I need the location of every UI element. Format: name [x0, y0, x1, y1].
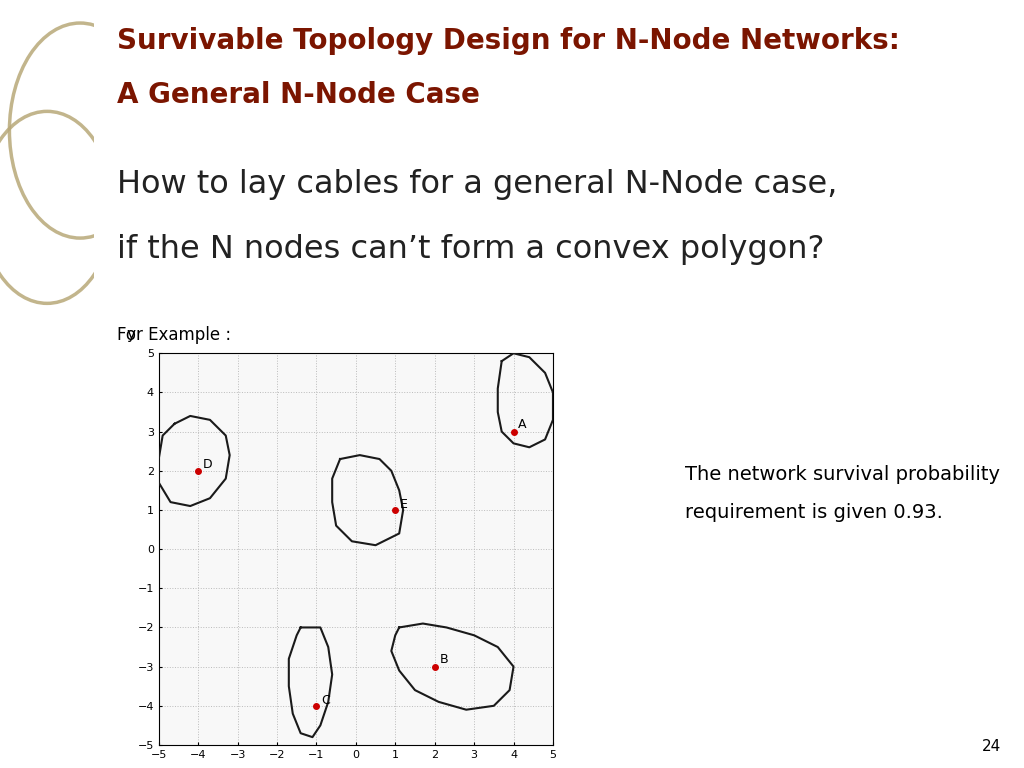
Text: E: E [400, 498, 408, 511]
Text: if the N nodes can’t form a convex polygon?: if the N nodes can’t form a convex polyg… [118, 234, 825, 265]
Text: The network survival probability: The network survival probability [685, 465, 999, 484]
Text: Survivable Topology Design for N-Node Networks:: Survivable Topology Design for N-Node Ne… [118, 27, 900, 55]
Text: How to lay cables for a general N-Node case,: How to lay cables for a general N-Node c… [118, 169, 838, 200]
Text: A: A [518, 419, 526, 432]
Text: B: B [439, 654, 449, 667]
Y-axis label: y: y [127, 326, 135, 342]
Text: D: D [203, 458, 213, 471]
Text: For Example :: For Example : [118, 326, 231, 344]
X-axis label: x: x [351, 766, 360, 768]
Text: A General N-Node Case: A General N-Node Case [118, 81, 480, 108]
Text: 24: 24 [982, 739, 1000, 754]
Text: C: C [322, 694, 330, 707]
Text: requirement is given 0.93.: requirement is given 0.93. [685, 503, 942, 522]
